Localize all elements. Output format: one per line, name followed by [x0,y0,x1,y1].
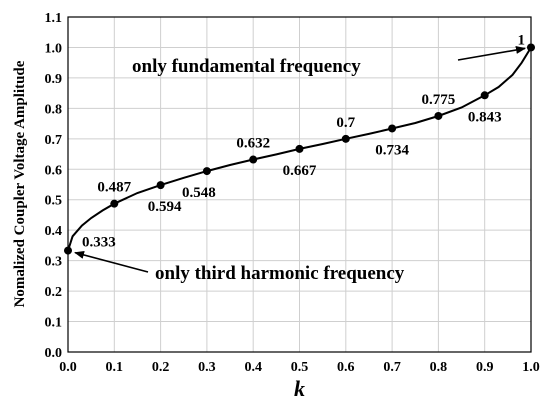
annotation-arrow [457,46,526,61]
data-markers [64,43,535,255]
data-point-marker [156,181,165,190]
y-tick-label: 0.2 [45,285,63,300]
x-tick-label: 0.7 [383,360,401,375]
data-label: 0.632 [236,136,270,152]
data-point-marker [110,199,119,208]
data-label: 0.7 [336,115,355,131]
data-label: 0.548 [182,185,216,201]
x-tick-label: 0.3 [198,360,216,375]
x-tick-label: 0.6 [337,360,355,375]
y-tick-label: 0.5 [45,194,63,209]
data-point-marker [202,167,211,176]
data-label: 0.333 [82,235,116,251]
data-point-marker [295,144,304,153]
plot-area-frame [67,16,532,353]
y-tick-label: 0.1 [45,316,63,331]
x-tick-label: 0.1 [106,360,124,375]
y-tick-label: 0.4 [45,224,63,239]
annotation-third-harmonic: only third harmonic frequency [155,263,405,284]
data-point-marker [434,111,443,120]
y-tick-label: 0.0 [45,346,63,361]
x-axis-title: k [294,376,305,401]
data-label: 0.843 [468,109,502,125]
data-label: 1 [518,32,526,48]
x-tick-label: 1.0 [522,360,540,375]
annotation-arrow [74,251,149,273]
data-label: 0.594 [148,199,182,215]
y-tick-label: 0.3 [45,255,63,270]
y-tick-label: 0.8 [45,102,63,117]
data-point-marker [64,246,72,255]
x-tick-label: 0.8 [430,360,448,375]
data-point-marker [341,134,350,143]
data-point-marker [388,124,397,133]
annotation-fundamental: only fundamental frequency [132,56,361,77]
series-line [67,46,532,251]
x-tick-label: 0.4 [244,360,262,375]
data-label: 0.667 [283,163,317,179]
annotations: only fundamental frequency only third har… [74,46,526,284]
x-tick-label: 0.9 [476,360,494,375]
data-label: 0.734 [375,142,409,158]
y-tick-label: 0.7 [45,133,63,148]
x-tick-label: 0.5 [291,360,309,375]
data-point-marker [527,43,535,52]
axis-ticks: 0.0 0.1 0.2 0.3 0.4 0.5 0.6 0.7 0.8 0.9 1.0 0.0 0.1 0… [45,11,540,375]
x-tick-label: 0.2 [152,360,170,375]
y-tick-label: 0.6 [45,163,63,178]
data-label: 0.775 [422,92,456,108]
data-point-marker [480,91,489,100]
x-tick-label: 0.0 [59,360,77,375]
y-tick-label: 1.1 [45,11,63,26]
y-axis-title: Nomalized Coupler Voltage Amplitude [12,60,28,307]
data-point-marker [249,155,258,164]
data-label: 0.487 [97,180,131,196]
y-tick-label: 0.9 [45,72,63,87]
y-tick-label: 1.0 [45,41,63,56]
